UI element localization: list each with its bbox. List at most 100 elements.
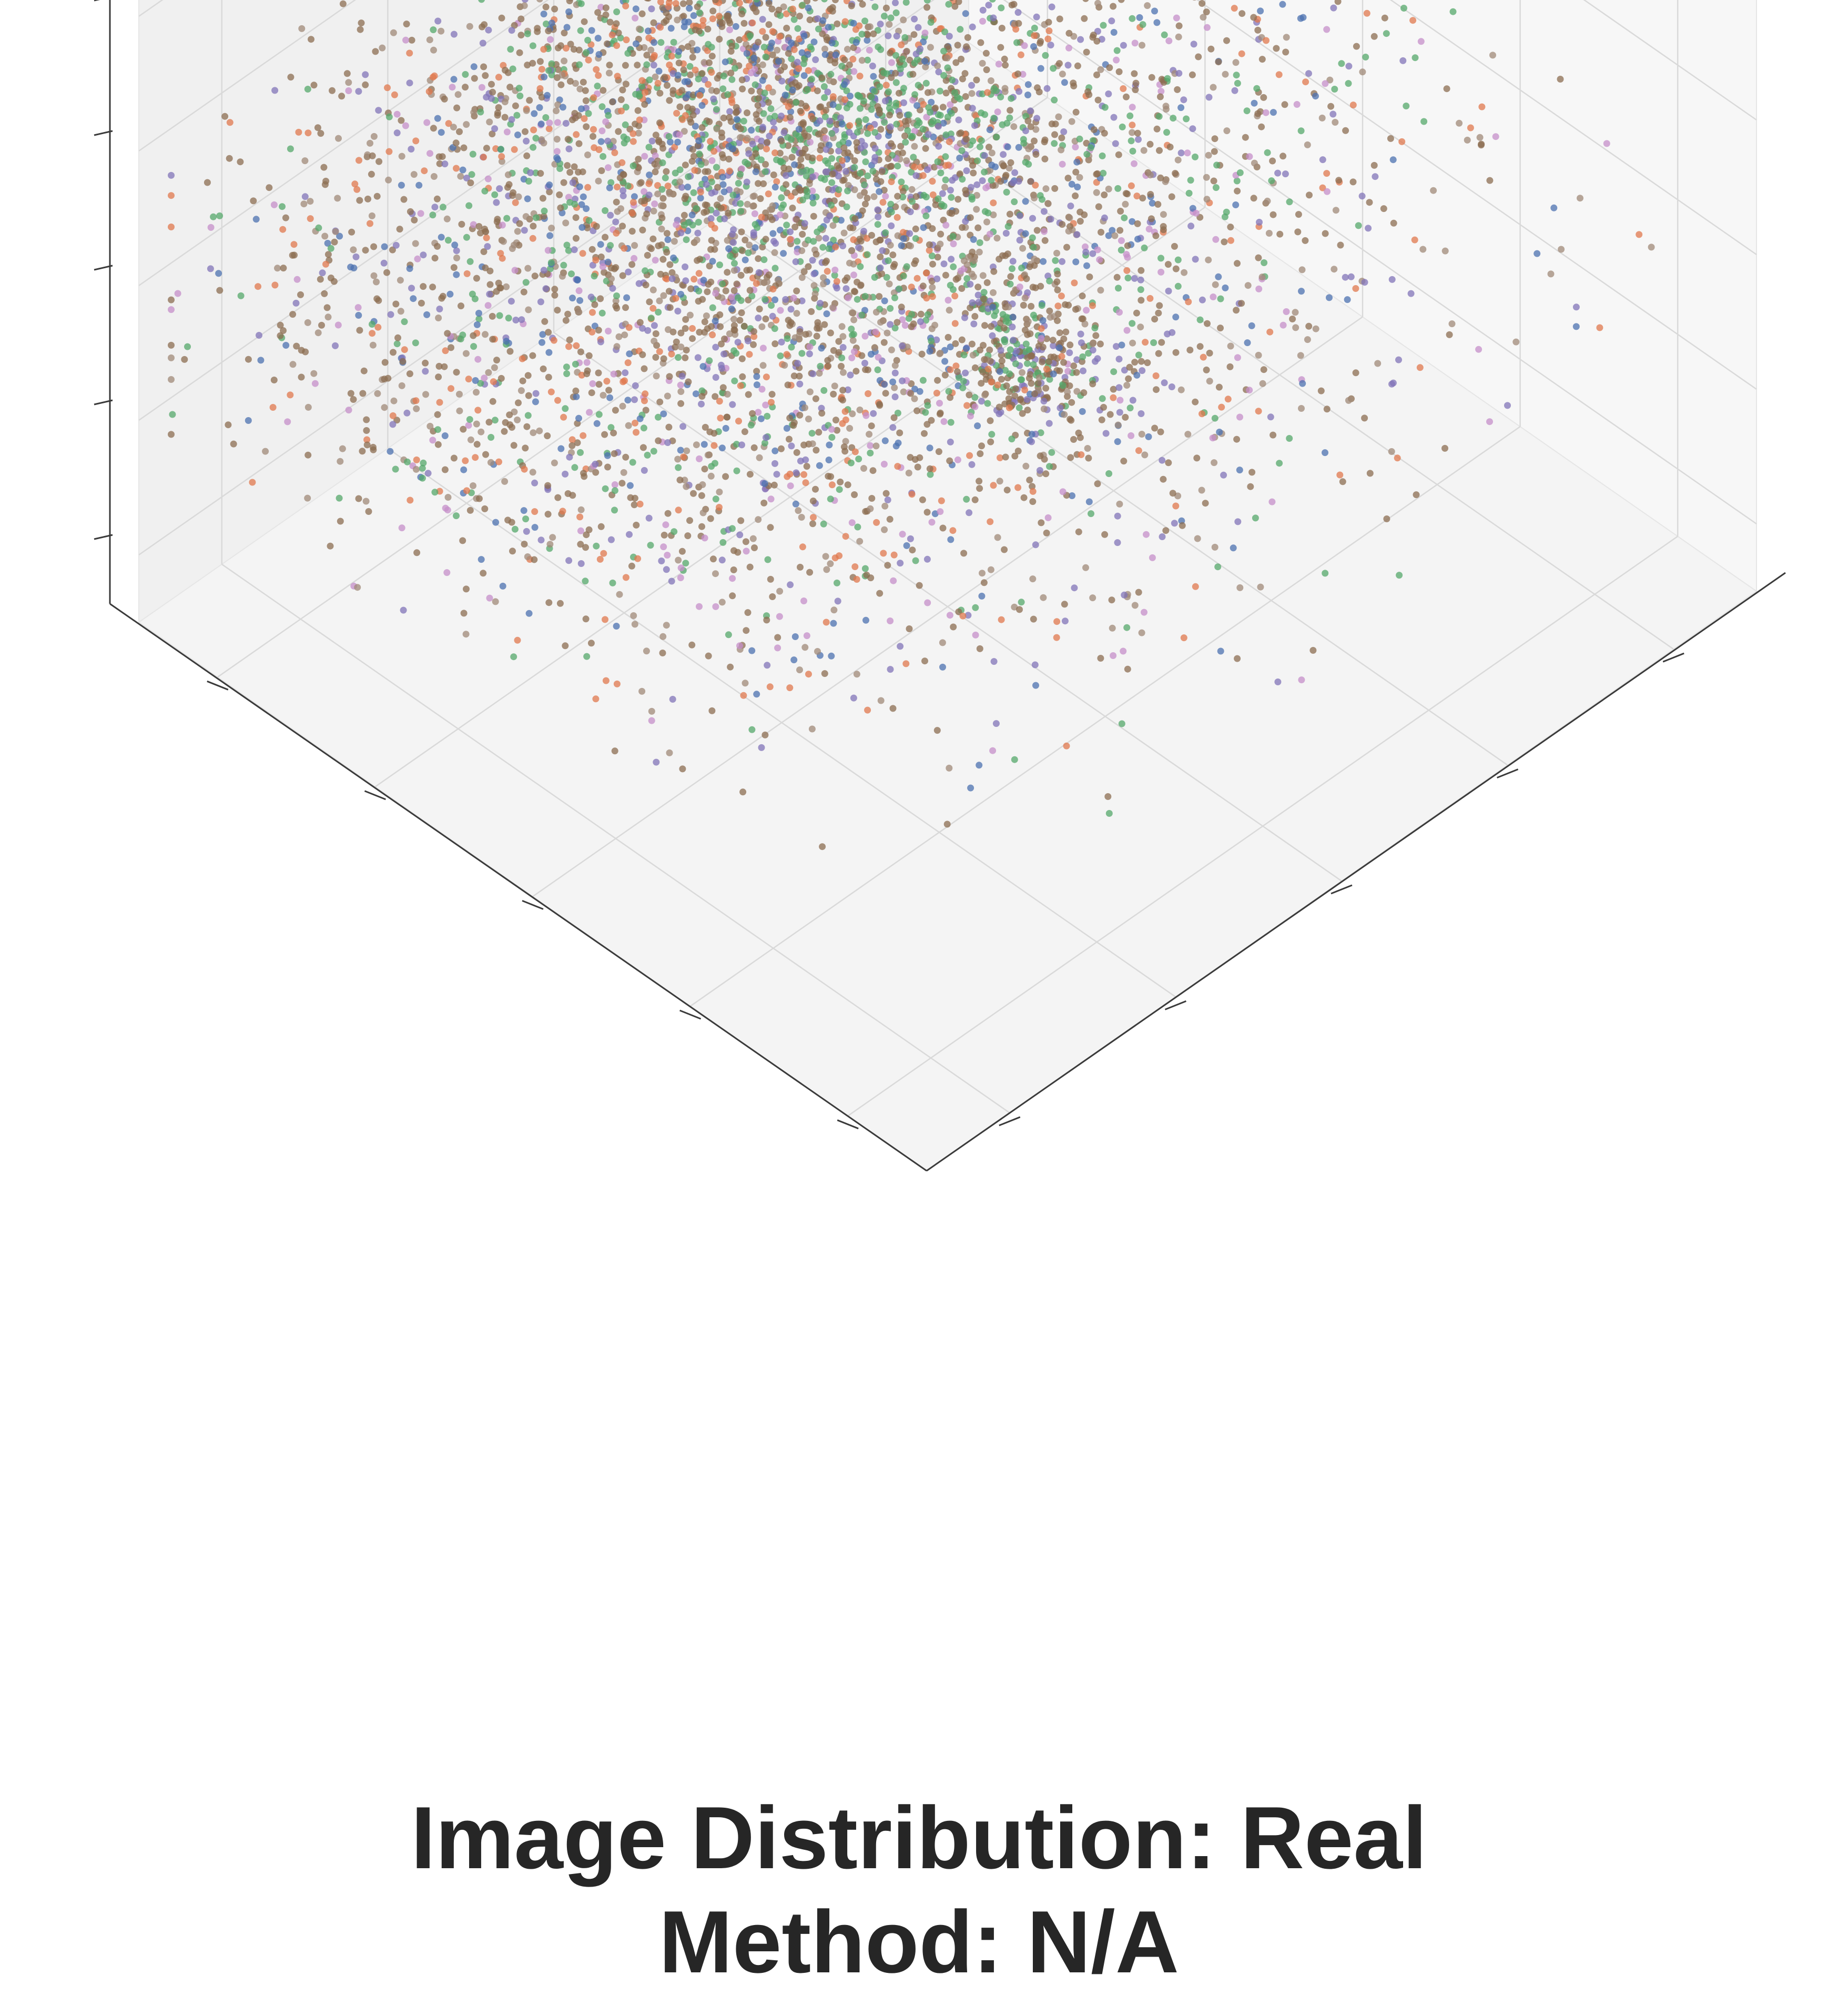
scatter-point — [793, 469, 800, 477]
scatter-point — [1269, 157, 1276, 165]
scatter-point — [674, 455, 682, 463]
scatter-point — [677, 343, 685, 351]
scatter-point — [1205, 256, 1212, 264]
scatter-point — [1110, 29, 1118, 36]
scatter-point — [1298, 266, 1306, 273]
scatter-point — [888, 346, 895, 353]
scatter-point — [951, 3, 959, 10]
scatter-point — [429, 283, 436, 291]
scatter-point — [948, 256, 955, 263]
scatter-point — [913, 407, 921, 414]
scatter-point — [667, 138, 674, 146]
scatter-point — [435, 315, 442, 321]
scatter-point — [370, 133, 378, 140]
scatter-point — [828, 652, 835, 660]
scatter-point — [1243, 107, 1251, 115]
scatter-point — [1381, 14, 1388, 22]
scatter-point — [632, 14, 639, 22]
scatter-point — [1045, 420, 1053, 427]
scatter-point — [743, 548, 750, 555]
scatter-point — [788, 343, 795, 351]
scatter-point — [571, 163, 578, 170]
scatter-point — [1258, 56, 1266, 63]
scatter-point — [1050, 370, 1057, 378]
scatter-point — [1199, 0, 1206, 7]
scatter-point — [805, 237, 812, 244]
scatter-point — [470, 109, 478, 116]
scatter-point — [894, 232, 901, 239]
scatter-point — [1478, 103, 1486, 110]
scatter-point — [420, 251, 427, 259]
scatter-point — [931, 164, 938, 171]
scatter-point — [450, 31, 458, 38]
scatter-point — [809, 194, 816, 201]
scatter-point — [677, 574, 684, 581]
scatter-point — [771, 325, 778, 332]
scatter-point — [745, 249, 752, 257]
scatter-point — [658, 214, 666, 221]
scatter-point — [443, 569, 451, 576]
scatter-point — [400, 196, 408, 203]
scatter-point — [441, 432, 449, 439]
scatter-point — [563, 241, 571, 249]
scatter-point — [168, 431, 175, 438]
scatter-point — [744, 200, 751, 208]
scatter-point — [1370, 161, 1378, 169]
scatter-point — [850, 236, 857, 244]
scatter-point — [412, 465, 420, 473]
scatter-point — [545, 373, 552, 381]
scatter-point — [1268, 498, 1276, 505]
scatter-point — [392, 300, 400, 308]
scatter-point — [583, 359, 591, 366]
scatter-point — [943, 54, 951, 62]
scatter-point — [1027, 352, 1034, 360]
scatter-point — [577, 348, 584, 356]
scatter-point — [741, 428, 748, 435]
scatter-point — [899, 229, 907, 236]
scatter-point — [530, 126, 537, 134]
scatter-point — [912, 557, 919, 564]
scatter-point — [786, 470, 794, 478]
scatter-point — [402, 122, 409, 129]
scatter-point — [963, 275, 971, 282]
scatter-point — [1005, 395, 1012, 402]
scatter-point — [652, 330, 659, 337]
scatter-point — [554, 307, 561, 314]
scatter-point — [1007, 273, 1014, 280]
scatter-point — [689, 335, 696, 342]
scatter-point — [1322, 570, 1329, 577]
scatter-point — [626, 350, 633, 358]
scatter-point — [365, 508, 372, 515]
scatter-point — [1118, 237, 1125, 244]
scatter-point — [793, 449, 800, 456]
scatter-point — [817, 300, 824, 307]
scatter-point — [1210, 177, 1217, 185]
scatter-point — [1018, 599, 1025, 606]
scatter-point — [794, 360, 801, 367]
scatter-point — [595, 327, 602, 334]
scatter-point — [1078, 451, 1085, 458]
scatter-point — [1016, 283, 1023, 290]
scatter-point — [1034, 380, 1042, 387]
scatter-point — [496, 312, 503, 319]
scatter-point — [1327, 103, 1335, 110]
scatter-point — [770, 481, 778, 489]
scatter-point — [994, 534, 1001, 541]
scatter-point — [666, 749, 673, 756]
scatter-point — [1298, 676, 1305, 684]
scatter-point — [1016, 404, 1023, 411]
scatter-point — [448, 344, 454, 351]
scatter-point — [940, 260, 948, 268]
scatter-point — [946, 457, 953, 464]
scatter-point — [947, 187, 954, 194]
scatter-point — [815, 235, 822, 242]
scatter-point — [798, 350, 806, 357]
scatter-point — [547, 259, 555, 266]
scatter-point — [729, 191, 737, 199]
scatter-point — [899, 316, 906, 323]
scatter-point — [861, 17, 869, 25]
scatter-point — [207, 224, 215, 231]
scatter-point — [897, 560, 904, 567]
scatter-point — [1258, 273, 1266, 281]
scatter-point — [413, 405, 420, 412]
